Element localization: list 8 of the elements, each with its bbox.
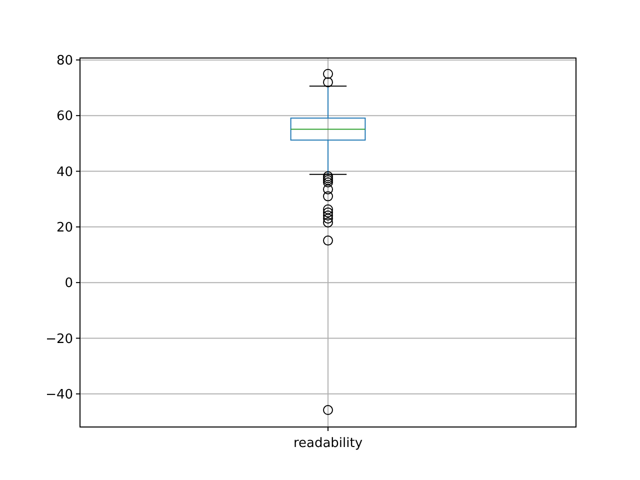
y-tick-label: 0	[64, 276, 73, 292]
y-tick-label: 60	[56, 109, 73, 124]
y-tick-label: 20	[56, 220, 73, 236]
y-tick-label: 40	[56, 164, 73, 180]
y-tick-label: 80	[56, 54, 73, 68]
y-tick-label: −40	[46, 387, 73, 402]
x-tick-label: readability	[293, 436, 363, 451]
y-tick-label: −20	[46, 332, 73, 347]
